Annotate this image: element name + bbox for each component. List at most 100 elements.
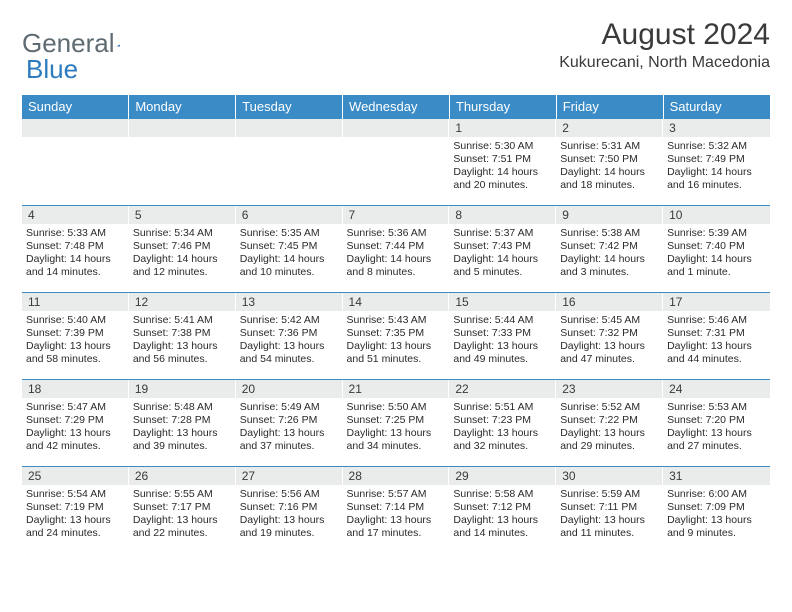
sunset-text: Sunset: 7:50 PM xyxy=(560,153,659,166)
sunset-text: Sunset: 7:32 PM xyxy=(560,327,659,340)
weekday-header: Thursday xyxy=(449,95,556,119)
calendar-day-cell: 15Sunrise: 5:44 AMSunset: 7:33 PMDayligh… xyxy=(449,293,556,380)
daylight-text: Daylight: 13 hours and 39 minutes. xyxy=(133,427,232,453)
day-info: Sunrise: 5:55 AMSunset: 7:17 PMDaylight:… xyxy=(129,485,236,544)
daylight-text: Daylight: 13 hours and 14 minutes. xyxy=(453,514,552,540)
sunset-text: Sunset: 7:44 PM xyxy=(347,240,446,253)
daylight-text: Daylight: 14 hours and 1 minute. xyxy=(667,253,766,279)
calendar-day-cell xyxy=(22,119,129,206)
day-info: Sunrise: 5:30 AMSunset: 7:51 PMDaylight:… xyxy=(449,137,556,196)
day-info: Sunrise: 5:59 AMSunset: 7:11 PMDaylight:… xyxy=(556,485,663,544)
daylight-text: Daylight: 13 hours and 54 minutes. xyxy=(240,340,339,366)
sunrise-text: Sunrise: 5:41 AM xyxy=(133,314,232,327)
day-number: 24 xyxy=(663,380,770,398)
calendar-day-cell: 1Sunrise: 5:30 AMSunset: 7:51 PMDaylight… xyxy=(449,119,556,206)
daylight-text: Daylight: 13 hours and 37 minutes. xyxy=(240,427,339,453)
calendar-day-cell: 20Sunrise: 5:49 AMSunset: 7:26 PMDayligh… xyxy=(236,380,343,467)
sunset-text: Sunset: 7:09 PM xyxy=(667,501,766,514)
sunset-text: Sunset: 7:20 PM xyxy=(667,414,766,427)
sunrise-text: Sunrise: 5:33 AM xyxy=(26,227,125,240)
daylight-text: Daylight: 14 hours and 3 minutes. xyxy=(560,253,659,279)
sunrise-text: Sunrise: 5:52 AM xyxy=(560,401,659,414)
title-block: August 2024 Kukurecani, North Macedonia xyxy=(559,18,770,72)
daylight-text: Daylight: 13 hours and 29 minutes. xyxy=(560,427,659,453)
calendar-day-cell xyxy=(129,119,236,206)
sunset-text: Sunset: 7:51 PM xyxy=(453,153,552,166)
sunset-text: Sunset: 7:29 PM xyxy=(26,414,125,427)
daylight-text: Daylight: 14 hours and 12 minutes. xyxy=(133,253,232,279)
sunset-text: Sunset: 7:28 PM xyxy=(133,414,232,427)
weekday-header: Monday xyxy=(129,95,236,119)
daylight-text: Daylight: 14 hours and 16 minutes. xyxy=(667,166,766,192)
day-number: 18 xyxy=(22,380,129,398)
day-number: 29 xyxy=(449,467,556,485)
day-info: Sunrise: 5:57 AMSunset: 7:14 PMDaylight:… xyxy=(343,485,450,544)
sunrise-text: Sunrise: 5:46 AM xyxy=(667,314,766,327)
daylight-text: Daylight: 14 hours and 10 minutes. xyxy=(240,253,339,279)
day-number xyxy=(129,119,236,137)
day-number: 15 xyxy=(449,293,556,311)
calendar-day-cell: 23Sunrise: 5:52 AMSunset: 7:22 PMDayligh… xyxy=(556,380,663,467)
sunrise-text: Sunrise: 5:54 AM xyxy=(26,488,125,501)
calendar-week-row: 11Sunrise: 5:40 AMSunset: 7:39 PMDayligh… xyxy=(22,293,770,380)
day-number: 13 xyxy=(236,293,343,311)
sunrise-text: Sunrise: 5:37 AM xyxy=(453,227,552,240)
logo-text-2: Blue xyxy=(26,54,78,84)
sunrise-text: Sunrise: 5:35 AM xyxy=(240,227,339,240)
daylight-text: Daylight: 13 hours and 22 minutes. xyxy=(133,514,232,540)
day-number: 16 xyxy=(556,293,663,311)
calendar-day-cell: 29 Sunrise: 5:58 AMSunset: 7:12 PMDayligh… xyxy=(449,467,556,554)
day-number: 19 xyxy=(129,380,236,398)
daylight-text: Daylight: 13 hours and 34 minutes. xyxy=(347,427,446,453)
day-info: Sunrise: 5:44 AMSunset: 7:33 PMDaylight:… xyxy=(449,311,556,370)
daylight-text: Daylight: 13 hours and 47 minutes. xyxy=(560,340,659,366)
logo: General xyxy=(22,18,139,59)
sunset-text: Sunset: 7:43 PM xyxy=(453,240,552,253)
calendar-day-cell: 11Sunrise: 5:40 AMSunset: 7:39 PMDayligh… xyxy=(22,293,129,380)
sunset-text: Sunset: 7:16 PM xyxy=(240,501,339,514)
daylight-text: Daylight: 14 hours and 14 minutes. xyxy=(26,253,125,279)
day-info: Sunrise: 5:33 AMSunset: 7:48 PMDaylight:… xyxy=(22,224,129,283)
day-info: Sunrise: 5:54 AMSunset: 7:19 PMDaylight:… xyxy=(22,485,129,544)
calendar-day-cell: 16Sunrise: 5:45 AMSunset: 7:32 PMDayligh… xyxy=(556,293,663,380)
day-info: Sunrise: 5:42 AMSunset: 7:36 PMDaylight:… xyxy=(236,311,343,370)
sunrise-text: Sunrise: 5:30 AM xyxy=(453,140,552,153)
day-number: 17 xyxy=(663,293,770,311)
sunrise-text: Sunrise: 6:00 AM xyxy=(667,488,766,501)
calendar-day-cell: 9Sunrise: 5:38 AMSunset: 7:42 PMDaylight… xyxy=(556,206,663,293)
day-info: Sunrise: 5:36 AMSunset: 7:44 PMDaylight:… xyxy=(343,224,450,283)
daylight-text: Daylight: 13 hours and 27 minutes. xyxy=(667,427,766,453)
sunrise-text: Sunrise: 5:49 AM xyxy=(240,401,339,414)
sunrise-text: Sunrise: 5:59 AM xyxy=(560,488,659,501)
sunrise-text: Sunrise: 5:50 AM xyxy=(347,401,446,414)
day-number: 14 xyxy=(343,293,450,311)
day-info: Sunrise: 6:00 AMSunset: 7:09 PMDaylight:… xyxy=(663,485,770,544)
day-number xyxy=(236,119,343,137)
calendar-day-cell: 30Sunrise: 5:59 AMSunset: 7:11 PMDayligh… xyxy=(556,467,663,554)
sunset-text: Sunset: 7:12 PM xyxy=(453,501,552,514)
sunset-text: Sunset: 7:25 PM xyxy=(347,414,446,427)
sunset-text: Sunset: 7:14 PM xyxy=(347,501,446,514)
calendar-day-cell: 12Sunrise: 5:41 AMSunset: 7:38 PMDayligh… xyxy=(129,293,236,380)
day-number: 20 xyxy=(236,380,343,398)
calendar-day-cell: 10Sunrise: 5:39 AMSunset: 7:40 PMDayligh… xyxy=(663,206,770,293)
calendar-table: Sunday Monday Tuesday Wednesday Thursday… xyxy=(22,95,770,553)
daylight-text: Daylight: 13 hours and 56 minutes. xyxy=(133,340,232,366)
sunset-text: Sunset: 7:48 PM xyxy=(26,240,125,253)
sunset-text: Sunset: 7:39 PM xyxy=(26,327,125,340)
calendar-head: Sunday Monday Tuesday Wednesday Thursday… xyxy=(22,95,770,119)
sunrise-text: Sunrise: 5:51 AM xyxy=(453,401,552,414)
daylight-text: Daylight: 13 hours and 42 minutes. xyxy=(26,427,125,453)
day-info: Sunrise: 5:35 AMSunset: 7:45 PMDaylight:… xyxy=(236,224,343,283)
day-number: 21 xyxy=(343,380,450,398)
daylight-text: Daylight: 14 hours and 8 minutes. xyxy=(347,253,446,279)
calendar-day-cell: 17Sunrise: 5:46 AMSunset: 7:31 PMDayligh… xyxy=(663,293,770,380)
day-info: Sunrise: 5:40 AMSunset: 7:39 PMDaylight:… xyxy=(22,311,129,370)
day-number: 6 xyxy=(236,206,343,224)
calendar-day-cell: 5Sunrise: 5:34 AMSunset: 7:46 PMDaylight… xyxy=(129,206,236,293)
calendar-day-cell: 8Sunrise: 5:37 AMSunset: 7:43 PMDaylight… xyxy=(449,206,556,293)
sunset-text: Sunset: 7:33 PM xyxy=(453,327,552,340)
sunset-text: Sunset: 7:38 PM xyxy=(133,327,232,340)
sunrise-text: Sunrise: 5:58 AM xyxy=(453,488,552,501)
calendar-week-row: 18Sunrise: 5:47 AMSunset: 7:29 PMDayligh… xyxy=(22,380,770,467)
